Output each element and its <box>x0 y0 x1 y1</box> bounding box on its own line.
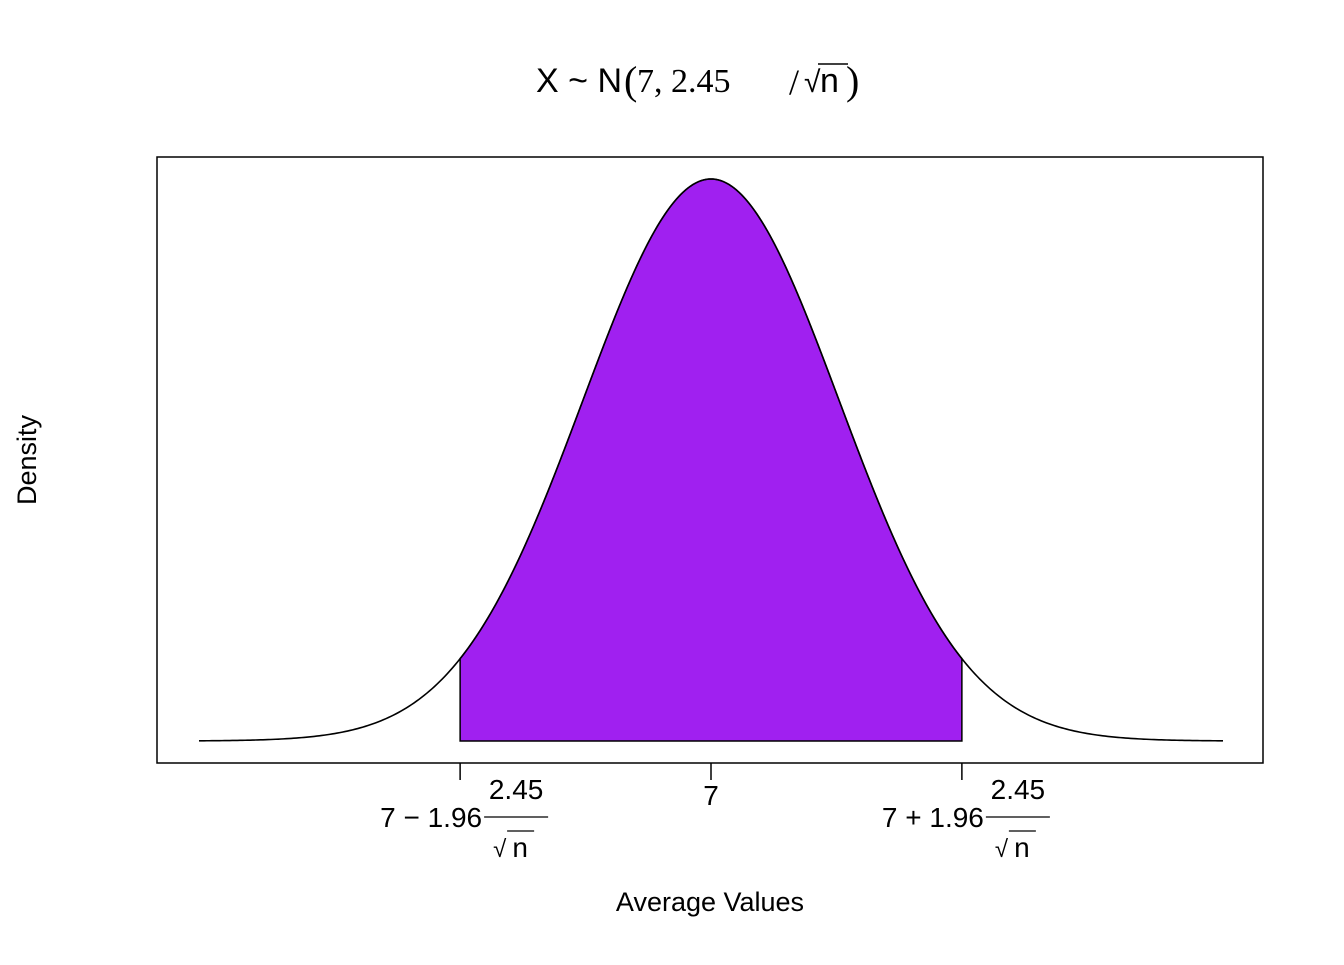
y-axis-label: Density <box>12 414 42 505</box>
title-sqrt-arg: n <box>820 62 839 100</box>
x-tick-label-numerator: 2.45 <box>991 774 1046 805</box>
x-axis-ticks: 7 − 1.962.45√ n77 + 1.962.45√ n <box>380 763 1050 863</box>
title-open-paren: ( <box>624 58 637 103</box>
x-tick-label-denominator: n <box>1014 832 1030 863</box>
x-axis-label: Average Values <box>616 887 804 917</box>
x-tick-label: 7 <box>703 780 719 811</box>
title-slash: / <box>789 62 799 102</box>
title-close-paren: ) <box>846 58 859 103</box>
plot-frame <box>156 156 1264 764</box>
x-tick-label-numerator: 2.45 <box>489 774 544 805</box>
x-tick-label-prefix: 7 − 1.96 <box>380 802 482 833</box>
shaded-confidence-region <box>459 178 963 742</box>
x-tick-label-denominator: n <box>512 832 528 863</box>
x-tick-label-sqrt-sign: √ <box>493 836 507 863</box>
chart-title: X ~ N ( 7, 2.45 / √ n ) <box>536 58 859 103</box>
x-tick-label-prefix: 7 + 1.96 <box>882 802 984 833</box>
title-lhs: X ~ N <box>536 62 622 100</box>
density-curve <box>198 178 1224 742</box>
title-sqrt-sign: √ <box>804 66 821 99</box>
title-args: 7, 2.45 <box>637 63 731 100</box>
x-tick-label-sqrt-sign: √ <box>995 836 1009 863</box>
